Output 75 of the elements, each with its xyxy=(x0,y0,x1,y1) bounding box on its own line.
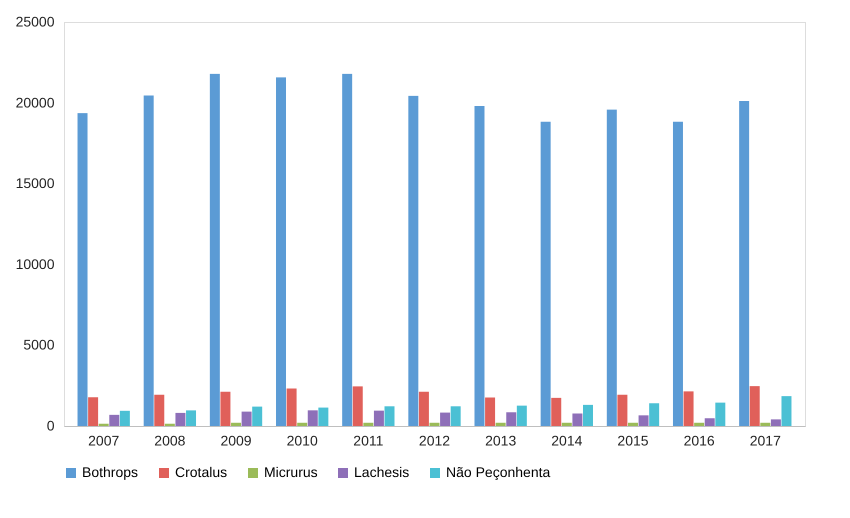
bar xyxy=(551,398,562,426)
bar xyxy=(374,410,384,426)
bar xyxy=(297,422,308,426)
bar xyxy=(694,422,704,426)
bar xyxy=(186,410,196,426)
x-tick-label: 2007 xyxy=(88,432,120,448)
bar xyxy=(242,412,252,426)
bar xyxy=(109,414,120,426)
bar xyxy=(474,106,484,426)
bar xyxy=(760,422,770,426)
legend-label: Crotalus xyxy=(175,464,228,480)
bar xyxy=(88,397,98,426)
bar xyxy=(154,394,164,426)
legend-label: Bothrops xyxy=(82,464,138,480)
x-tick-label: 2017 xyxy=(750,432,782,448)
x-tick-label: 2014 xyxy=(551,432,583,448)
bar xyxy=(672,122,683,426)
y-tick-label: 0 xyxy=(46,418,55,434)
bar xyxy=(562,422,572,426)
bar xyxy=(408,96,418,426)
bar xyxy=(210,74,220,426)
x-tick-label: 2013 xyxy=(485,432,516,448)
bar xyxy=(220,392,230,426)
y-tick-label: 10000 xyxy=(16,256,55,272)
bar xyxy=(418,392,429,426)
bar xyxy=(120,410,130,426)
bar xyxy=(606,110,617,426)
legend-label: Lachesis xyxy=(354,464,410,480)
legend-label: Micrurus xyxy=(264,464,318,480)
bar xyxy=(715,402,726,426)
bar xyxy=(506,412,516,426)
bar xyxy=(231,422,242,426)
bar xyxy=(342,74,352,426)
x-tick-label: 2015 xyxy=(617,432,649,448)
bar xyxy=(352,386,363,426)
bar xyxy=(144,96,154,426)
bar xyxy=(286,388,297,426)
y-tick-label: 5000 xyxy=(23,336,55,353)
x-tick-label: 2010 xyxy=(286,432,318,448)
bar xyxy=(78,113,88,426)
x-tick-label: 2011 xyxy=(353,432,384,448)
bar xyxy=(450,406,461,426)
x-tick-label: 2016 xyxy=(684,432,715,448)
bar xyxy=(540,122,551,426)
x-tick-label: 2009 xyxy=(220,432,252,448)
bar xyxy=(384,406,395,426)
bar xyxy=(516,406,527,426)
bar xyxy=(175,412,186,426)
bar xyxy=(628,422,638,426)
bar xyxy=(440,412,450,426)
bar xyxy=(308,410,318,426)
bar xyxy=(582,404,593,426)
bar xyxy=(276,77,286,426)
bar xyxy=(739,101,750,426)
bar xyxy=(430,422,440,426)
bar xyxy=(638,415,649,426)
y-tick-label: 25000 xyxy=(16,14,55,30)
bar xyxy=(770,419,781,426)
bar xyxy=(781,396,792,426)
bar xyxy=(318,408,328,426)
y-tick-label: 20000 xyxy=(16,94,55,110)
x-tick-label: 2012 xyxy=(418,432,450,448)
bar xyxy=(572,414,582,426)
legend-label: Não Peçonhenta xyxy=(446,464,551,480)
y-tick-label: 15000 xyxy=(16,175,55,192)
bar xyxy=(363,422,374,426)
bar xyxy=(704,418,715,426)
bar xyxy=(750,386,760,426)
bar xyxy=(684,391,694,426)
bar xyxy=(252,406,262,426)
bar xyxy=(649,403,660,426)
bar xyxy=(485,398,496,426)
bar xyxy=(496,422,506,426)
bar xyxy=(617,394,628,426)
x-tick-label: 2008 xyxy=(154,432,186,448)
